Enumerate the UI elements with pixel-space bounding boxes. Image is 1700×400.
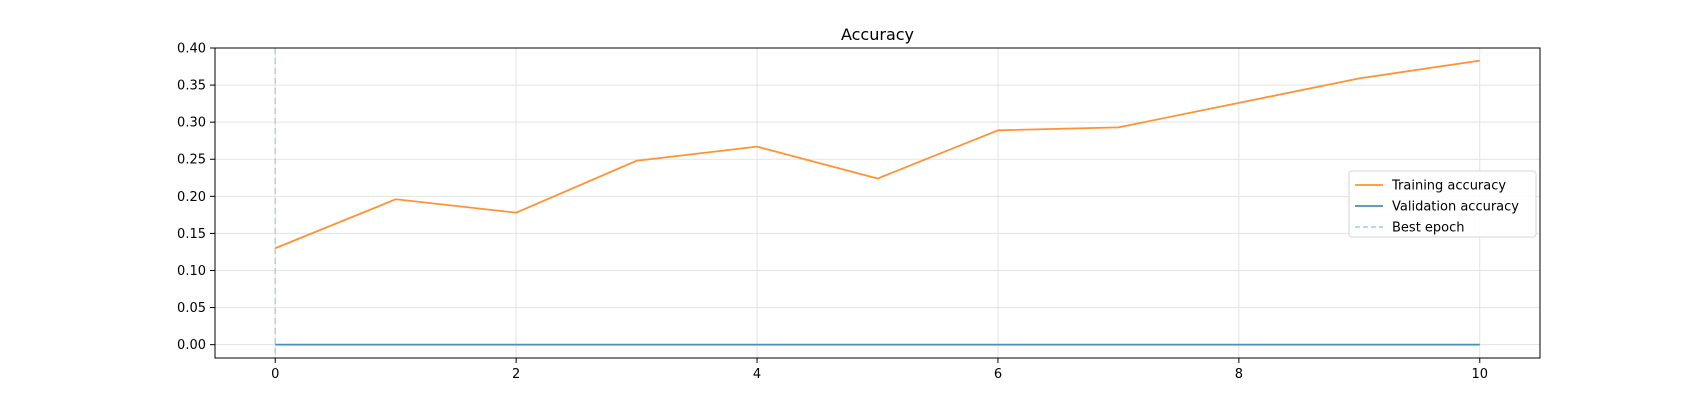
y-tick-label: 0.20 (177, 190, 206, 205)
x-tick-label: 6 (994, 367, 1002, 382)
legend-box (1348, 170, 1537, 238)
x-tick-label: 10 (1471, 367, 1488, 382)
y-tick-label: 0.10 (177, 264, 206, 279)
plot-frame (214, 47, 1541, 359)
x-axis-ticks: 0 2 4 6 8 10 (271, 358, 1488, 382)
legend-label: Best epoch (1392, 221, 1465, 236)
x-tick-label: 8 (1235, 367, 1243, 382)
series-line-0 (274, 59, 1480, 250)
y-tick-label: 0.35 (177, 79, 206, 94)
x-tick-label: 2 (512, 367, 520, 382)
y-tick-label: 0.05 (177, 301, 206, 316)
legend: Training accuracy Validation accuracy Best… (1348, 170, 1537, 238)
y-tick-label: 0.30 (177, 116, 206, 131)
y-tick-label: 0.00 (177, 338, 206, 353)
series-lines (274, 59, 1480, 346)
y-tick-label: 0.40 (177, 42, 206, 57)
x-tick-label: 0 (271, 367, 279, 382)
y-axis-ticks: 0.00 0.05 0.10 0.15 0.20 0.25 0.30 0.35 0.40 (177, 42, 215, 353)
y-tick-label: 0.25 (177, 153, 206, 168)
legend-label: Validation accuracy (1392, 200, 1519, 215)
grid-lines (215, 47, 1540, 358)
y-tick-label: 0.15 (177, 227, 206, 242)
x-tick-label: 4 (753, 367, 761, 382)
legend-label: Training accuracy (1391, 179, 1506, 194)
chart-title: Accuracy (841, 25, 914, 44)
